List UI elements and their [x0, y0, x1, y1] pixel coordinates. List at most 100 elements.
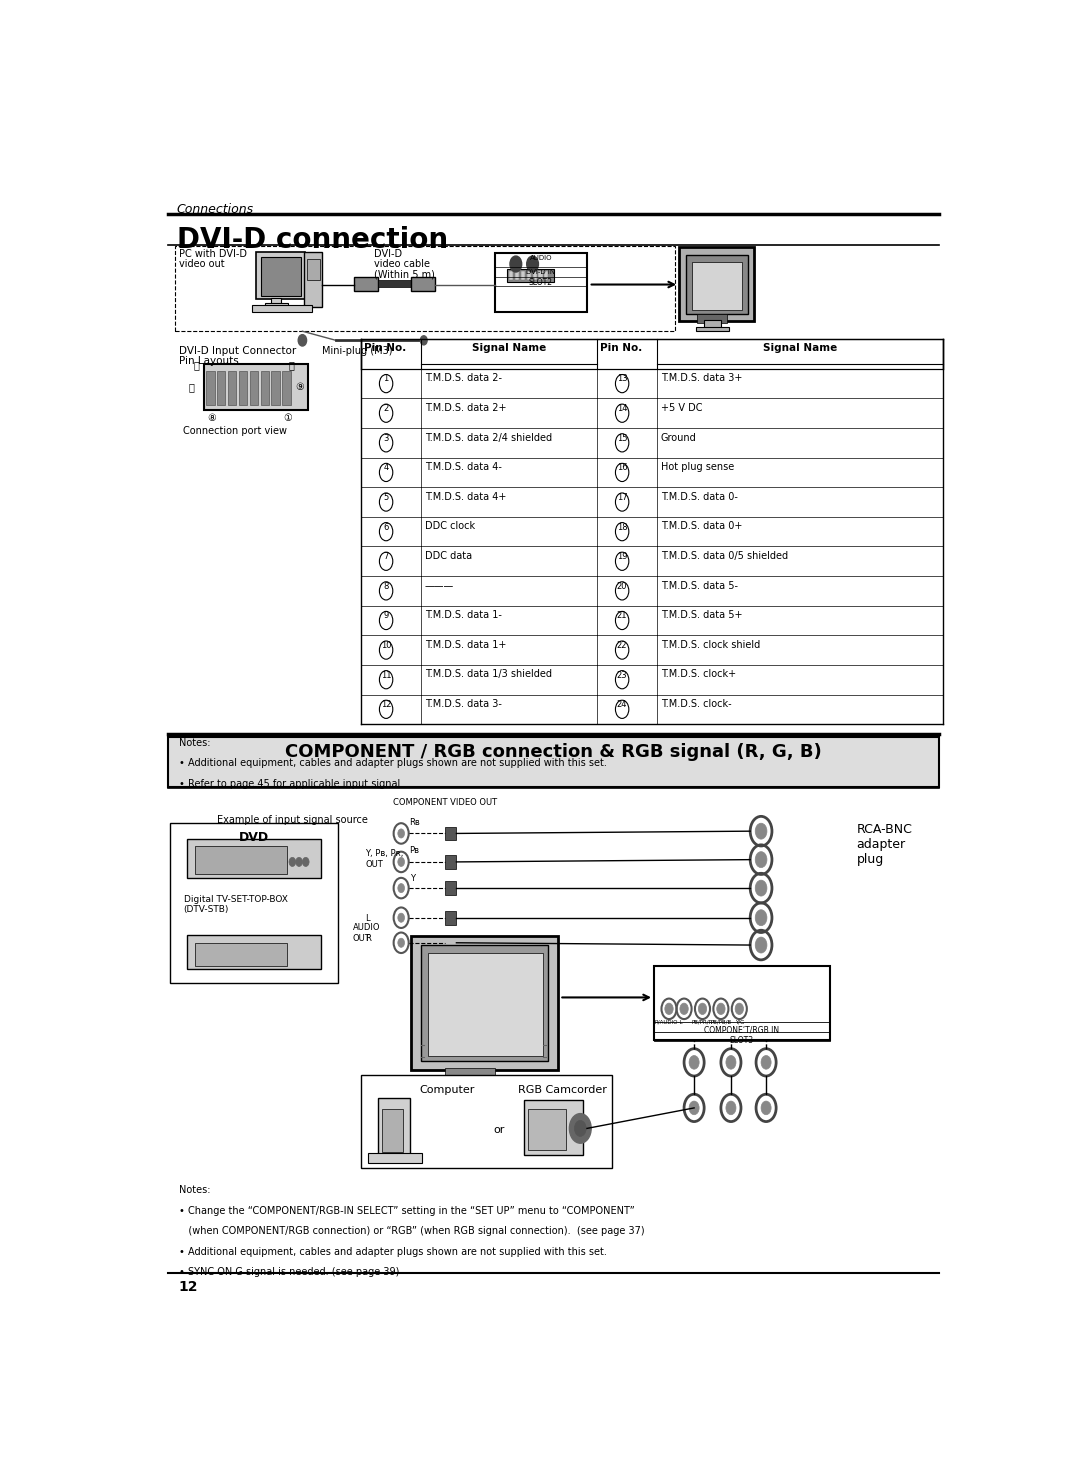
Circle shape: [569, 1114, 591, 1143]
Circle shape: [717, 1003, 725, 1015]
Text: Signal Name: Signal Name: [472, 343, 546, 352]
Bar: [307, 259, 320, 280]
Text: OUT: OUT: [365, 859, 383, 868]
Text: 5: 5: [383, 493, 389, 501]
Bar: [271, 299, 282, 303]
Text: 21: 21: [617, 611, 627, 620]
Text: 15: 15: [617, 433, 627, 442]
Text: T.M.D.S. data 2+: T.M.D.S. data 2+: [424, 402, 507, 413]
Text: COMPONE’T/RGB IN: COMPONE’T/RGB IN: [704, 1026, 780, 1035]
Circle shape: [755, 880, 767, 896]
Text: T.M.D.S. data 5-: T.M.D.S. data 5-: [661, 581, 738, 590]
Text: 1: 1: [383, 374, 389, 383]
Text: 6: 6: [383, 522, 389, 531]
Text: 23: 23: [617, 670, 627, 679]
Text: • Additional equipment, cables and adapter plugs shown are not supplied with thi: • Additional equipment, cables and adapt…: [178, 759, 606, 768]
Text: Computer: Computer: [420, 1086, 475, 1094]
Circle shape: [527, 256, 539, 272]
Bar: [382, 1109, 403, 1152]
Text: RGB Camcorder: RGB Camcorder: [518, 1086, 607, 1094]
Text: 10: 10: [381, 640, 391, 649]
Circle shape: [755, 910, 767, 926]
Text: PC with DVI-D: PC with DVI-D: [178, 250, 246, 259]
Text: T.M.D.S. data 0+: T.M.D.S. data 0+: [661, 522, 742, 531]
Text: T.M.D.S. data 0/5 shielded: T.M.D.S. data 0/5 shielded: [661, 552, 787, 561]
Bar: [195, 942, 287, 966]
Bar: [509, 271, 513, 280]
Text: 13: 13: [617, 374, 627, 383]
Text: • SYNC ON G signal is needed. (see page 39): • SYNC ON G signal is needed. (see page …: [178, 1268, 399, 1278]
Bar: [698, 314, 727, 324]
Bar: [445, 911, 457, 924]
Text: T.M.D.S. data 2/4 shielded: T.M.D.S. data 2/4 shielded: [424, 432, 552, 442]
Circle shape: [699, 1003, 706, 1015]
Bar: [515, 271, 519, 280]
Bar: [282, 371, 291, 405]
Text: T.M.D.S. clock shield: T.M.D.S. clock shield: [661, 640, 760, 649]
Circle shape: [755, 824, 767, 839]
Text: 14: 14: [617, 404, 627, 413]
Text: T.M.D.S. data 4-: T.M.D.S. data 4-: [424, 463, 501, 472]
Circle shape: [397, 883, 405, 893]
Circle shape: [420, 336, 427, 345]
Text: DVI-D: DVI-D: [374, 250, 402, 259]
Bar: [691, 262, 742, 309]
Text: DDC clock: DDC clock: [424, 522, 475, 531]
Bar: [204, 364, 308, 410]
Text: T.M.D.S. data 2-: T.M.D.S. data 2-: [424, 373, 501, 383]
Text: Ground: Ground: [661, 432, 697, 442]
Circle shape: [665, 1003, 673, 1015]
Text: DVI-D connection: DVI-D connection: [177, 226, 448, 254]
Bar: [271, 371, 280, 405]
Text: +5 V DC: +5 V DC: [661, 402, 702, 413]
Text: ⑨: ⑨: [296, 383, 305, 392]
Text: ⑯: ⑯: [189, 383, 194, 392]
Bar: [411, 277, 434, 291]
Circle shape: [761, 1100, 771, 1115]
Text: 24: 24: [617, 700, 627, 710]
Text: 19: 19: [617, 552, 627, 561]
Text: (Within 5 m): (Within 5 m): [374, 269, 434, 280]
Text: 3: 3: [383, 433, 389, 442]
Bar: [445, 855, 457, 868]
Circle shape: [726, 1056, 735, 1069]
Bar: [239, 371, 247, 405]
Circle shape: [296, 858, 302, 867]
Text: DVI-D Input Connector: DVI-D Input Connector: [178, 346, 296, 356]
Text: T.M.D.S. data 1+: T.M.D.S. data 1+: [424, 640, 505, 649]
Bar: [195, 846, 287, 874]
Text: T.M.D.S. data 3-: T.M.D.S. data 3-: [424, 700, 501, 708]
Circle shape: [755, 852, 767, 868]
Bar: [524, 1100, 583, 1155]
Text: Pʙ: Pʙ: [409, 846, 419, 855]
Text: 7: 7: [383, 552, 389, 561]
Text: 9: 9: [383, 611, 389, 620]
Bar: [354, 277, 378, 291]
Circle shape: [575, 1121, 586, 1136]
Text: Mini-plug (M3): Mini-plug (M3): [322, 346, 392, 356]
Bar: [421, 945, 548, 1062]
Text: L: L: [365, 914, 369, 923]
Bar: [253, 305, 312, 312]
Text: R/AUDIO-L: R/AUDIO-L: [654, 1019, 684, 1023]
Text: Notes:: Notes:: [178, 1185, 210, 1195]
Bar: [445, 936, 457, 950]
Circle shape: [397, 913, 405, 923]
Text: ⑧: ⑧: [207, 413, 216, 423]
Bar: [445, 881, 457, 895]
Text: Y, Pʙ, Pʀ,: Y, Pʙ, Pʀ,: [365, 849, 404, 858]
Bar: [686, 254, 747, 314]
Text: OUT: OUT: [352, 933, 370, 942]
Bar: [544, 271, 549, 280]
Bar: [260, 257, 300, 296]
Circle shape: [289, 858, 296, 867]
Circle shape: [680, 1003, 688, 1015]
Text: (when COMPONENT/RGB connection) or “RGB” (when RGB signal connection).  (see pag: (when COMPONENT/RGB connection) or “RGB”…: [178, 1226, 644, 1236]
Bar: [428, 952, 543, 1056]
Bar: [696, 327, 729, 331]
Circle shape: [689, 1100, 699, 1115]
Circle shape: [689, 1056, 699, 1069]
Text: 12: 12: [381, 700, 391, 710]
Bar: [228, 371, 237, 405]
Text: T.M.D.S. clock+: T.M.D.S. clock+: [661, 670, 735, 679]
